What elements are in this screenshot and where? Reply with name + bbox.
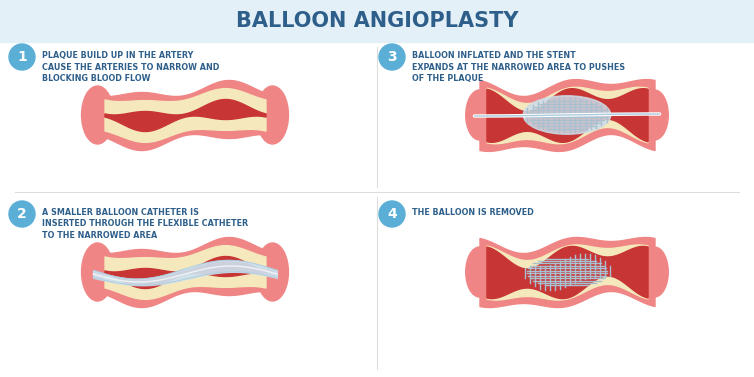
Circle shape bbox=[379, 201, 405, 227]
Text: A SMALLER BALLOON CATHETER IS: A SMALLER BALLOON CATHETER IS bbox=[42, 208, 199, 217]
Ellipse shape bbox=[81, 243, 113, 301]
Text: BALLOON ANGIOPLASTY: BALLOON ANGIOPLASTY bbox=[236, 11, 518, 31]
Text: BLOCKING BLOOD FLOW: BLOCKING BLOOD FLOW bbox=[42, 74, 151, 83]
Ellipse shape bbox=[256, 243, 289, 301]
Ellipse shape bbox=[256, 86, 289, 144]
Ellipse shape bbox=[641, 90, 668, 140]
Circle shape bbox=[9, 201, 35, 227]
Text: BALLOON INFLATED AND THE STENT: BALLOON INFLATED AND THE STENT bbox=[412, 51, 576, 60]
Text: EXPANDS AT THE NARROWED AREA TO PUSHES: EXPANDS AT THE NARROWED AREA TO PUSHES bbox=[412, 63, 625, 72]
Ellipse shape bbox=[466, 90, 493, 140]
Text: OF THE PLAQUE: OF THE PLAQUE bbox=[412, 74, 483, 83]
Ellipse shape bbox=[641, 247, 668, 297]
Text: 2: 2 bbox=[17, 207, 27, 221]
Ellipse shape bbox=[523, 96, 611, 134]
Ellipse shape bbox=[81, 86, 113, 144]
Circle shape bbox=[9, 44, 35, 70]
Text: CAUSE THE ARTERIES TO NARROW AND: CAUSE THE ARTERIES TO NARROW AND bbox=[42, 63, 219, 72]
Text: 1: 1 bbox=[17, 50, 27, 64]
Text: TO THE NARROWED AREA: TO THE NARROWED AREA bbox=[42, 231, 158, 240]
Bar bbox=[0, 0, 754, 42]
Text: INSERTED THROUGH THE FLEXIBLE CATHETER: INSERTED THROUGH THE FLEXIBLE CATHETER bbox=[42, 219, 248, 228]
Text: PLAQUE BUILD UP IN THE ARTERY: PLAQUE BUILD UP IN THE ARTERY bbox=[42, 51, 193, 60]
Text: 3: 3 bbox=[388, 50, 397, 64]
Text: 4: 4 bbox=[387, 207, 397, 221]
Text: THE BALLOON IS REMOVED: THE BALLOON IS REMOVED bbox=[412, 208, 534, 217]
Circle shape bbox=[379, 44, 405, 70]
Ellipse shape bbox=[466, 247, 493, 297]
